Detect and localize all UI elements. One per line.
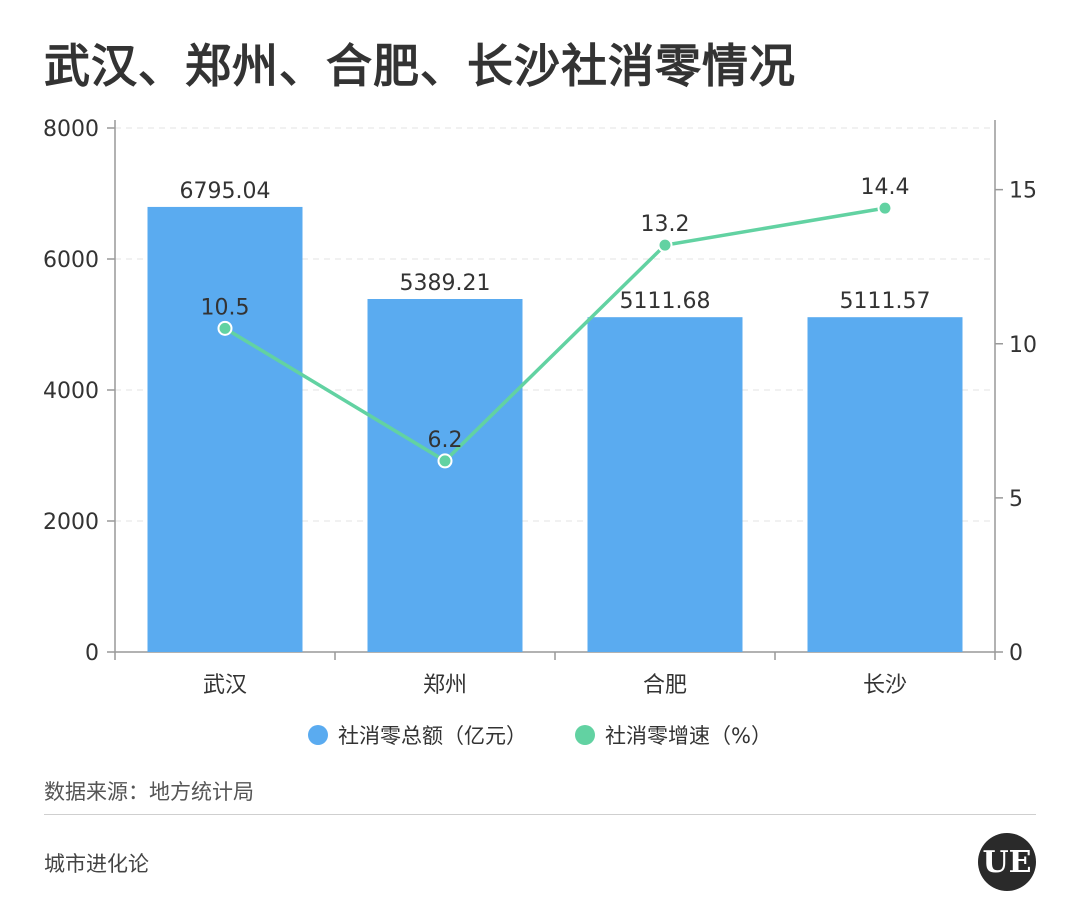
legend-label-total: 社消零总额（亿元） (338, 724, 528, 748)
left-tick-label: 6000 (43, 248, 99, 273)
combo-chart: 0 2000 4000 6000 8000 0 5 10 15 6795.04 5389.21 511… (43, 117, 1037, 698)
growth-point-3 (877, 200, 893, 216)
left-tick-label: 2000 (43, 510, 99, 535)
bar-3 (807, 317, 963, 652)
brand-logo-icon: UE (978, 833, 1036, 891)
legend: 社消零总额（亿元） 社消零增速（%） (0, 720, 1080, 750)
x-tick-label-0: 武汉 (203, 673, 247, 698)
growth-label-3: 14.4 (861, 175, 910, 200)
left-tick-label: 8000 (43, 117, 99, 142)
divider (44, 814, 1036, 815)
growth-line (224, 206, 886, 464)
bar-1 (367, 299, 523, 652)
bar-label-1: 5389.21 (400, 271, 491, 296)
data-source: 数据来源：地方统计局 (44, 780, 254, 804)
legend-item-total[interactable]: 社消零总额（亿元） (308, 720, 527, 750)
growth-label-2: 13.2 (641, 212, 690, 237)
x-tick-label-1: 郑州 (423, 673, 467, 698)
right-tick-label: 10 (1009, 333, 1037, 358)
bar-label-3: 5111.57 (840, 289, 931, 314)
right-tick-label: 0 (1009, 641, 1023, 666)
right-tick-label: 5 (1009, 487, 1023, 512)
chart-title: 武汉、郑州、合肥、长沙社消零情况 (44, 39, 796, 93)
left-tick-label: 0 (85, 641, 99, 666)
legend-item-growth[interactable]: 社消零增速（%） (575, 720, 772, 750)
growth-label-1: 6.2 (428, 428, 463, 453)
right-tick-label: 15 (1009, 179, 1037, 204)
x-tick-label-3: 长沙 (863, 673, 907, 698)
growth-point-2 (657, 237, 673, 253)
left-tick-label: 4000 (43, 379, 99, 404)
x-tick-label-2: 合肥 (643, 673, 687, 698)
legend-swatch-bar (308, 725, 329, 745)
bar-label-2: 5111.68 (620, 289, 711, 314)
bar-2 (587, 317, 743, 652)
bar-label-0: 6795.04 (180, 179, 271, 204)
growth-point-0 (217, 320, 233, 336)
legend-swatch-line (575, 725, 596, 745)
bar-0 (147, 206, 303, 653)
legend-label-growth: 社消零增速（%） (605, 724, 772, 748)
growth-label-0: 10.5 (201, 295, 250, 320)
brand-name: 城市进化论 (44, 852, 149, 876)
growth-point-1 (437, 453, 453, 469)
